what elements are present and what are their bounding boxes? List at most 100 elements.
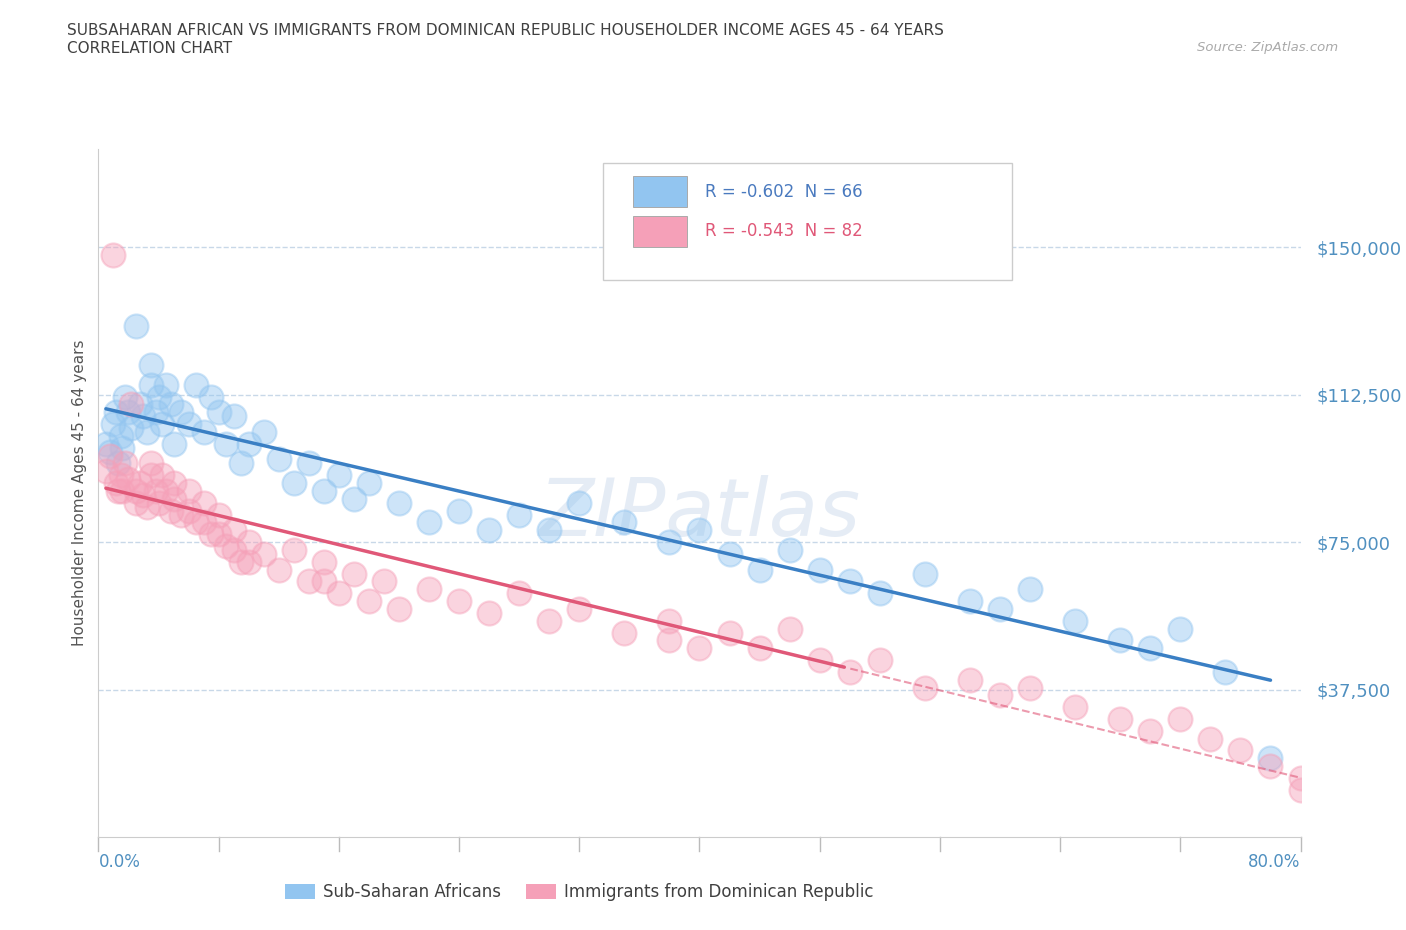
Point (125, 496, 148, 511)
Point (150, 417, 173, 432)
Point (103, 247, 125, 262)
Bar (633, 177, 688, 207)
Point (238, 554, 260, 569)
Point (1289, 782, 1312, 797)
Point (139, 468, 162, 483)
Point (94, 464, 117, 479)
Point (145, 484, 167, 498)
Point (117, 472, 139, 486)
Point (658, 613, 681, 628)
Point (357, 475, 380, 490)
Point (914, 566, 936, 581)
Point (1170, 621, 1192, 636)
Point (508, 507, 530, 522)
Point (105, 475, 128, 490)
Point (193, 496, 215, 511)
Point (231, 554, 253, 569)
Point (838, 574, 860, 589)
Point (117, 405, 139, 419)
Point (222, 542, 245, 557)
Point (231, 456, 253, 471)
Point (959, 593, 981, 608)
Point (568, 496, 591, 511)
Point (162, 491, 184, 506)
Point (267, 562, 290, 577)
Point (718, 547, 741, 562)
Point (184, 378, 207, 392)
Point (139, 358, 162, 373)
Point (748, 641, 770, 656)
Point (779, 621, 801, 636)
Point (418, 582, 440, 597)
Point (170, 507, 193, 522)
Point (357, 593, 380, 608)
Point (222, 409, 245, 424)
Point (145, 405, 167, 419)
Point (139, 378, 162, 392)
Point (613, 515, 636, 530)
Point (343, 566, 366, 581)
Point (132, 487, 155, 502)
Point (107, 456, 129, 471)
Point (148, 389, 170, 404)
Point (111, 484, 134, 498)
Point (114, 389, 136, 404)
Y-axis label: Householder Income Ages 45 - 64 years: Householder Income Ages 45 - 64 years (72, 339, 87, 646)
Point (1215, 664, 1237, 679)
Point (312, 484, 335, 498)
Point (193, 424, 215, 439)
Point (110, 468, 132, 483)
Point (1139, 641, 1161, 656)
Point (388, 496, 411, 511)
Point (1289, 771, 1312, 786)
Point (1064, 699, 1087, 714)
Text: 0.0%: 0.0% (98, 853, 141, 870)
Point (215, 538, 238, 553)
Point (312, 554, 335, 569)
Point (838, 664, 860, 679)
Point (170, 405, 193, 419)
Point (103, 417, 125, 432)
Point (283, 542, 305, 557)
Text: Source: ZipAtlas.com: Source: ZipAtlas.com (1198, 41, 1339, 54)
Point (959, 672, 981, 687)
Point (159, 397, 181, 412)
Point (808, 653, 831, 668)
Point (1109, 633, 1132, 648)
Point (222, 523, 245, 538)
Point (148, 496, 170, 511)
Point (658, 633, 681, 648)
Point (447, 503, 470, 518)
Point (177, 484, 200, 498)
Point (125, 484, 148, 498)
Point (688, 523, 710, 538)
Point (121, 420, 143, 435)
Text: R = -0.543  N = 82: R = -0.543 N = 82 (706, 222, 863, 240)
Point (779, 542, 801, 557)
Point (283, 475, 305, 490)
Point (869, 653, 891, 668)
Point (135, 499, 157, 514)
Point (125, 318, 148, 333)
Point (107, 484, 129, 498)
Point (267, 452, 290, 467)
Point (1260, 759, 1282, 774)
Point (253, 424, 276, 439)
Text: R = -0.602  N = 66: R = -0.602 N = 66 (706, 183, 863, 201)
Point (298, 456, 321, 471)
Point (568, 602, 591, 617)
FancyBboxPatch shape (603, 163, 1012, 280)
Point (1229, 743, 1251, 758)
Point (343, 491, 366, 506)
Point (613, 625, 636, 640)
Point (208, 507, 231, 522)
Point (388, 602, 411, 617)
Text: 80.0%: 80.0% (1249, 853, 1301, 870)
Point (100, 448, 122, 463)
Point (748, 562, 770, 577)
Point (418, 515, 440, 530)
Point (159, 503, 181, 518)
Point (447, 593, 470, 608)
Point (129, 397, 152, 412)
Point (208, 405, 231, 419)
